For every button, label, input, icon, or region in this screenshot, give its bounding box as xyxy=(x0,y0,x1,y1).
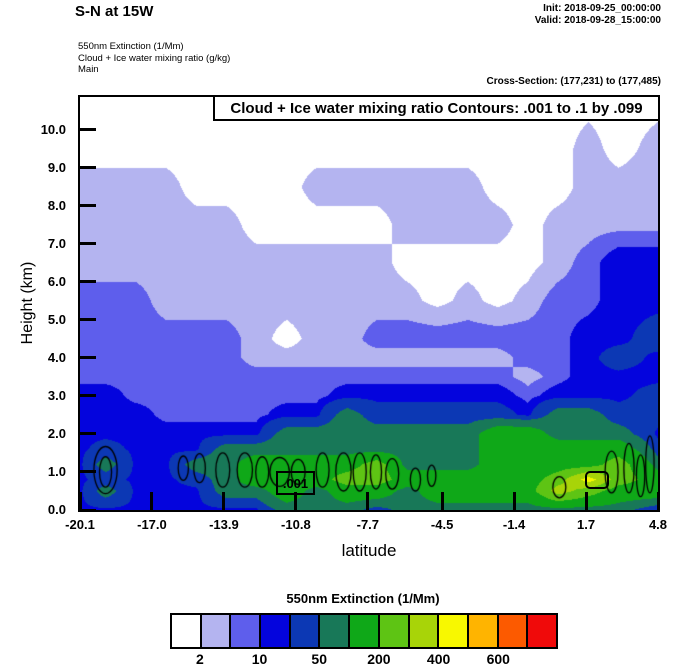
y-axis-tick-label: 7.0 xyxy=(47,235,66,251)
model-times: Init: 2018-09-25_00:00:00 Valid: 2018-09… xyxy=(535,3,661,27)
colorbar-tick-label: 50 xyxy=(311,651,327,667)
x-axis-tick xyxy=(366,492,370,510)
contour-cell-box xyxy=(585,471,609,489)
filled-contour-canvas xyxy=(80,97,658,510)
plot-area: .001 xyxy=(78,95,660,512)
colorbar-cell xyxy=(407,613,440,649)
colorbar-cell xyxy=(496,613,529,649)
y-axis-tick-label: 4.0 xyxy=(47,349,66,365)
colorbar-tick-label: 400 xyxy=(426,651,451,667)
y-axis-tick xyxy=(80,204,96,208)
y-axis-tick-label: 9.0 xyxy=(47,159,66,175)
init-time: Init: 2018-09-25_00:00:00 xyxy=(543,3,661,14)
y-axis-tick-label: 2.0 xyxy=(47,425,66,441)
x-axis-tick xyxy=(150,492,154,510)
y-axis-tick-label: 8.0 xyxy=(47,197,66,213)
y-axis-tick xyxy=(80,242,96,246)
x-axis-tick xyxy=(512,492,516,510)
colorbar-cell xyxy=(526,613,558,649)
y-axis-tick xyxy=(80,394,96,398)
x-axis-tick xyxy=(584,492,588,510)
colorbar-tick-label: 2 xyxy=(195,651,204,667)
colorbar-tick-label: 200 xyxy=(367,651,391,667)
x-axis-tick xyxy=(440,492,444,510)
contour-title-box: Cloud + Ice water mixing ratio Contours:… xyxy=(213,95,660,121)
colorbar-cell xyxy=(348,613,380,649)
x-axis-tick xyxy=(78,492,82,510)
contour-title: Cloud + Ice water mixing ratio Contours:… xyxy=(230,99,643,117)
y-axis-tick-label: 5.0 xyxy=(47,311,66,327)
cross-section-info: Cross-Section: (177,231) to (177,485) xyxy=(486,76,661,87)
x-axis-label: latitude xyxy=(341,541,397,560)
y-axis-tick-label: 3.0 xyxy=(47,387,66,403)
x-axis-tick-label: -10.8 xyxy=(281,517,311,532)
contour-label: .001 xyxy=(282,475,309,491)
y-axis-tick-label: 0.0 xyxy=(47,502,66,517)
x-axis-tick-label: 1.7 xyxy=(576,517,596,532)
field-extinction: 550nm Extinction (1/Mm) xyxy=(78,41,184,52)
x-axis-tick-label: -13.9 xyxy=(209,517,239,532)
y-axis-tick xyxy=(80,470,96,474)
colorbar-cell xyxy=(377,613,410,649)
x-axis-tick xyxy=(294,492,298,510)
colorbar-cell xyxy=(229,613,262,649)
colorbar-tick-label: 10 xyxy=(251,651,268,667)
x-axis-tick-label: 4.8 xyxy=(648,517,668,532)
colorbar-cell xyxy=(199,613,232,649)
colorbar-cell xyxy=(466,613,499,649)
colorbar-tick-label: 600 xyxy=(486,651,510,667)
y-axis-tick xyxy=(80,508,96,512)
y-axis-tick xyxy=(80,280,96,284)
field-mixing-ratio: Cloud + Ice water mixing ratio (g/kg) xyxy=(78,52,231,64)
colorbar-cell xyxy=(259,613,291,649)
x-axis-tick xyxy=(222,492,226,510)
x-axis-tick-label: -1.4 xyxy=(502,517,526,532)
colorbar-cell xyxy=(288,613,321,649)
y-axis-label: Height (km) xyxy=(19,261,36,345)
y-axis-tick xyxy=(80,318,96,322)
y-axis-tick xyxy=(80,356,96,360)
colorbar-cell xyxy=(318,613,351,649)
y-axis-tick-label: 6.0 xyxy=(47,273,66,289)
colorbar-cell xyxy=(170,613,202,649)
valid-time: Valid: 2018-09-28_15:00:00 xyxy=(534,15,661,26)
x-axis-tick-label: -17.0 xyxy=(137,517,167,532)
contour-label-box: .001 xyxy=(276,471,315,495)
colorbar-title: 550nm Extinction (1/Mm) xyxy=(286,591,440,606)
y-axis-tick xyxy=(80,432,96,436)
page-title: S-N at 15W xyxy=(75,3,154,20)
x-axis-tick-label: -4.5 xyxy=(430,517,454,532)
x-axis-tick-label: -20.1 xyxy=(65,517,95,532)
field-domain: Main xyxy=(78,64,99,75)
y-axis-tick-label: 10.0 xyxy=(40,121,66,137)
x-axis-tick xyxy=(656,492,660,510)
colorbar-cell xyxy=(437,613,469,649)
colorbar xyxy=(170,613,558,649)
field-list: 550nm Extinction (1/Mm) Cloud + Ice wate… xyxy=(78,41,230,76)
y-axis-tick xyxy=(80,166,96,170)
y-axis-tick xyxy=(80,128,96,132)
y-axis-tick-label: 1.0 xyxy=(47,463,66,479)
x-axis-tick-label: -7.7 xyxy=(356,517,380,532)
